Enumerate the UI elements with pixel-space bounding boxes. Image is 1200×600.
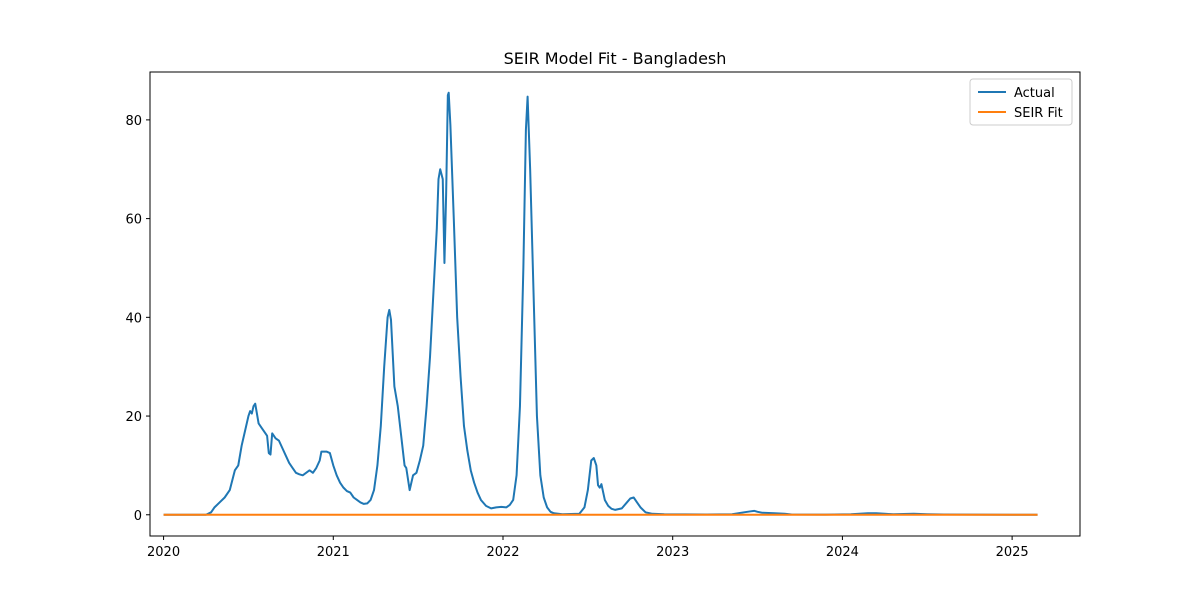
x-axis: 2020 2021 2022 2023 2024 2025 (147, 536, 1029, 560)
y-tick-label-0: 0 (134, 509, 142, 524)
series-line-0 (163, 91, 1038, 516)
chart-title: SEIR Model Fit - Bangladesh (504, 49, 727, 68)
y-tick-label-2: 40 (125, 311, 142, 326)
legend-label-0: Actual (1014, 86, 1055, 101)
plot-area (149, 71, 1081, 537)
x-tick-label-5: 2025 (996, 545, 1029, 560)
x-tick-label-1: 2021 (317, 545, 350, 560)
x-tick-label-2: 2022 (486, 545, 519, 560)
legend: Actual SEIR Fit (969, 78, 1073, 126)
x-tick-label-3: 2023 (656, 545, 689, 560)
legend-label-1: SEIR Fit (1014, 106, 1063, 121)
y-axis: 0 20 40 60 80 (125, 114, 150, 524)
x-tick-label-4: 2024 (826, 545, 859, 560)
series-layer (163, 91, 1038, 516)
y-tick-label-1: 20 (125, 410, 142, 425)
y-tick-label-3: 60 (125, 213, 142, 228)
y-tick-label-4: 80 (125, 114, 142, 129)
x-tick-label-0: 2020 (147, 545, 180, 560)
legend-box (969, 78, 1073, 126)
